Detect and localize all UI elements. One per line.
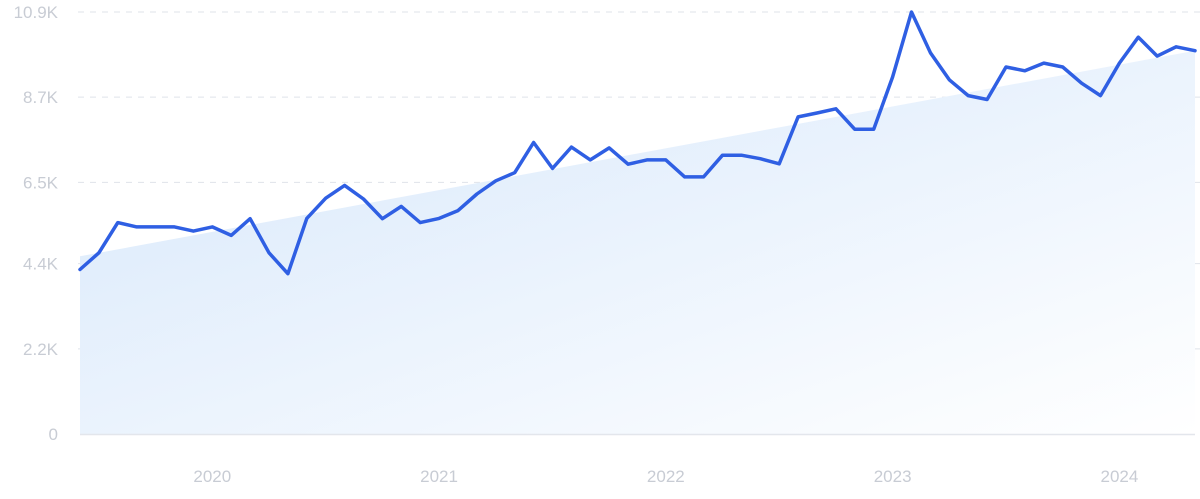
data-point — [570, 146, 573, 149]
data-point — [1061, 65, 1064, 68]
data-point — [664, 158, 667, 161]
data-point — [419, 221, 422, 224]
data-point — [702, 175, 705, 178]
data-point — [249, 217, 252, 220]
data-point — [362, 197, 365, 200]
data-point — [759, 157, 762, 160]
data-point — [816, 112, 819, 115]
y-tick-label: 8.7K — [23, 88, 59, 107]
data-point — [475, 192, 478, 195]
data-point — [381, 217, 384, 220]
data-point — [872, 128, 875, 131]
x-tick-label: 2024 — [1100, 467, 1138, 486]
data-point — [97, 251, 100, 254]
data-point — [305, 217, 308, 220]
data-point — [438, 217, 441, 220]
data-point — [721, 154, 724, 157]
data-point — [1099, 94, 1102, 97]
data-point — [192, 230, 195, 233]
data-point — [910, 11, 913, 14]
data-point — [1156, 55, 1159, 58]
data-point — [1194, 49, 1197, 52]
data-point — [513, 171, 516, 174]
x-tick-label: 2022 — [647, 467, 685, 486]
data-point — [324, 197, 327, 200]
data-point — [173, 225, 176, 228]
data-point — [400, 205, 403, 208]
data-point — [1042, 62, 1045, 65]
data-point — [267, 251, 270, 254]
data-point — [343, 184, 346, 187]
x-tick-label: 2023 — [874, 467, 912, 486]
data-point — [948, 78, 951, 81]
data-point — [834, 107, 837, 110]
data-point — [154, 225, 157, 228]
data-point — [740, 154, 743, 157]
data-point — [986, 98, 989, 101]
data-point — [532, 141, 535, 144]
y-tick-label: 4.4K — [23, 255, 59, 274]
data-point — [627, 163, 630, 166]
data-point — [778, 162, 781, 165]
data-point — [967, 94, 970, 97]
y-tick-label: 6.5K — [23, 173, 59, 192]
data-point — [645, 158, 648, 161]
data-point — [929, 51, 932, 54]
data-point — [683, 175, 686, 178]
data-point — [79, 268, 82, 271]
trend-area — [80, 50, 1195, 434]
data-point — [797, 115, 800, 118]
data-point — [456, 209, 459, 212]
data-point — [1137, 36, 1140, 39]
data-point — [1023, 69, 1026, 72]
x-tick-label: 2020 — [193, 467, 231, 486]
data-point — [230, 234, 233, 237]
data-point — [494, 179, 497, 182]
data-point — [211, 225, 214, 228]
data-point — [286, 272, 289, 275]
data-point — [551, 167, 554, 170]
data-point — [135, 225, 138, 228]
data-point — [1118, 62, 1121, 65]
data-point — [1175, 45, 1178, 48]
series-line-0 — [78, 10, 1197, 276]
trend-area-fill — [80, 50, 1195, 434]
y-axis-labels: 0 2.2K 4.4K 6.5K 8.7K 10.9K — [14, 3, 59, 444]
series-line — [78, 10, 1197, 276]
data-point — [853, 128, 856, 131]
data-point — [1080, 82, 1083, 85]
data-point — [589, 158, 592, 161]
data-point — [1005, 65, 1008, 68]
y-tick-label: 0 — [49, 425, 58, 444]
x-axis-labels: 2020 2021 2022 2023 2024 — [193, 467, 1138, 486]
data-point — [608, 146, 611, 149]
y-tick-label: 10.9K — [14, 3, 59, 22]
x-tick-label: 2021 — [420, 467, 458, 486]
data-point — [116, 221, 119, 224]
y-tick-label: 2.2K — [23, 340, 59, 359]
data-point — [891, 76, 894, 79]
